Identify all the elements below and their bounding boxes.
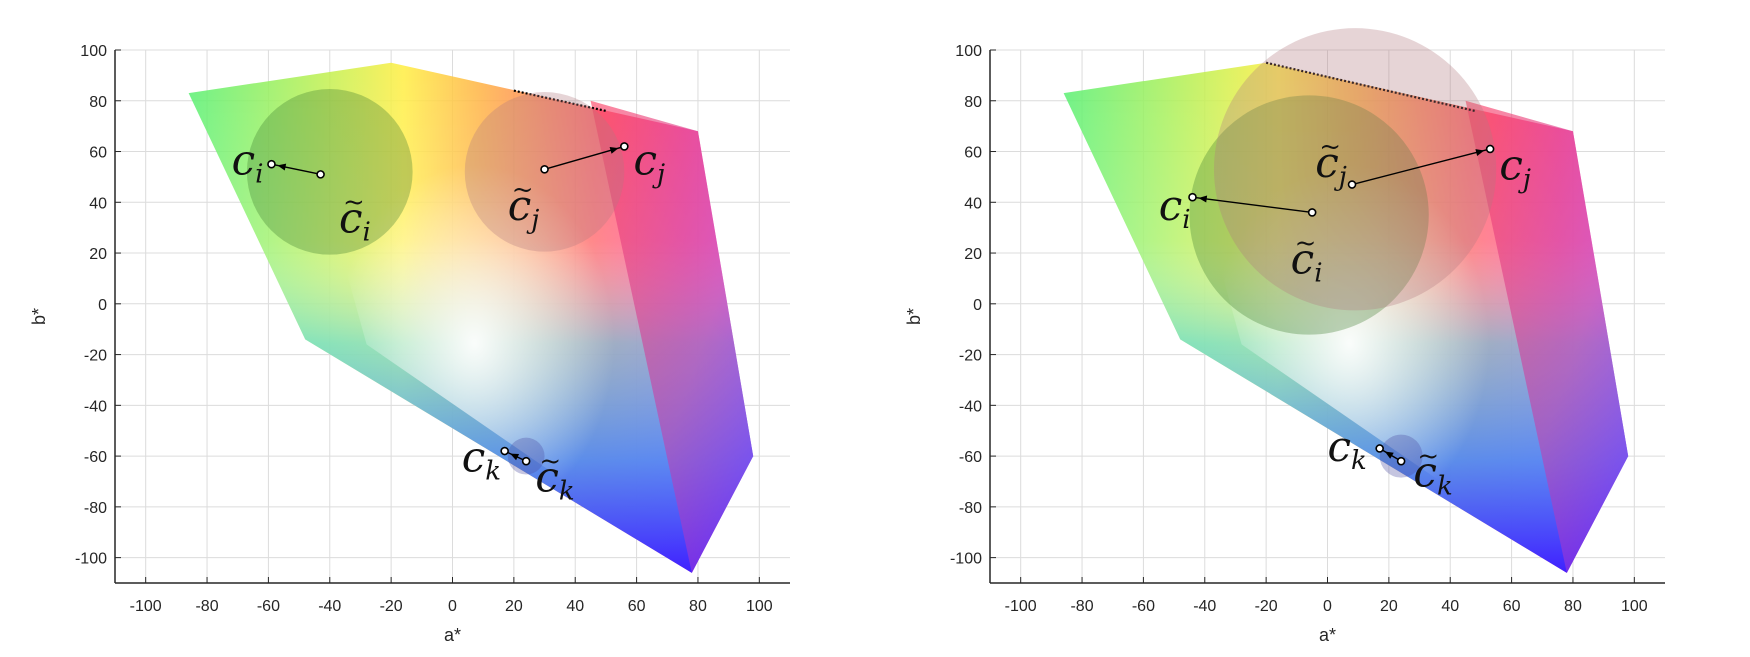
arrow-i [1192,196,1313,214]
label-tilde-c-tilde-i: ~ [1295,228,1317,258]
x-axis-label: a* [1319,625,1336,645]
y-tick-label: 100 [955,43,982,60]
uncertainty-circle-i [246,88,413,255]
y-tick-label: 100 [80,43,107,60]
y-axis-label: b* [904,308,924,325]
arrowhead-i [277,163,287,171]
arrowhead-i [1198,195,1208,203]
arrowhead-k [1384,451,1394,459]
x-axis-label: a* [444,625,461,645]
y-tick-label: 40 [964,195,982,212]
arrowhead-j [1475,149,1485,156]
point-start-j [540,164,549,174]
x-tick-label: 80 [689,598,707,615]
x-tick-label: -40 [318,598,341,615]
x-tick-label: -20 [1255,598,1278,615]
uncertainty-circle-j [1213,28,1497,311]
label-c-i: ci [232,135,264,189]
y-tick-label: -40 [959,398,982,415]
y-tick-label: 20 [89,246,107,263]
y-tick-label: -40 [84,398,107,415]
x-tick-label: -80 [1070,598,1093,615]
x-tick-label: 100 [746,598,773,615]
point-start-i [1307,208,1317,217]
y-axis-label: b* [29,308,49,325]
x-tick-label: 60 [628,598,646,615]
y-tick-label: -60 [84,449,107,466]
point-end-j [620,142,629,151]
gamut-inner [1174,62,1573,573]
x-tick-label: -60 [257,598,280,615]
y-tick-label: -100 [75,551,107,568]
y-tick-label: -20 [959,348,982,365]
y-tick-label: 40 [89,195,107,212]
point-start-k [521,456,531,466]
y-tick-label: 0 [973,297,982,314]
x-tick-label: 100 [1621,598,1648,615]
x-tick-label: 0 [448,598,457,615]
gamut-inner [299,62,698,573]
label-c-k: ck [462,432,501,486]
uncertainty-circle-k [1379,434,1423,478]
uncertainty-circle-k [507,437,545,475]
x-tick-label: -100 [1005,598,1037,615]
point-end-i [1188,192,1197,202]
y-tick-label: -100 [950,551,982,568]
label-c-tilde-j: cj [1315,138,1347,192]
y-tick-label: 80 [964,94,982,111]
label-c-tilde-k: ck [1413,448,1452,502]
point-start-k [1396,456,1406,466]
point-end-i [267,159,276,169]
x-tick-label: -60 [1132,598,1155,615]
gamut-side-facet [590,100,754,573]
point-start-i [316,170,325,179]
point-end-k [500,446,509,456]
label-tilde-c-tilde-k: ~ [539,447,561,477]
x-tick-label: 40 [566,598,584,615]
x-tick-label: 0 [1323,598,1332,615]
label-tilde-c-tilde-i: ~ [343,188,365,218]
x-tick-label: 80 [1564,598,1582,615]
y-tick-label: -20 [84,348,107,365]
label-tilde-c-tilde-j: ~ [1319,132,1341,162]
arrowhead-k [510,453,520,461]
label-c-j: cj [1499,140,1531,194]
y-tick-label: -60 [959,449,982,466]
label-c-tilde-i: ci [339,194,371,248]
y-tick-label: 60 [964,145,982,162]
gamut-side-facet [1465,100,1629,573]
x-tick-label: -20 [380,598,403,615]
y-tick-label: 80 [89,94,107,111]
label-tilde-c-tilde-j: ~ [512,175,534,205]
x-tick-label: -80 [195,598,218,615]
x-tick-label: 20 [505,598,523,615]
label-c-k: ck [1328,422,1367,476]
label-c-j: cj [634,135,666,189]
label-c-tilde-i: ci [1291,234,1323,288]
label-c-tilde-k: ck [535,453,574,507]
y-tick-label: 20 [964,246,982,263]
arrowhead-j [609,147,619,154]
x-tick-label: -100 [130,598,162,615]
y-tick-label: 0 [98,297,107,314]
point-end-k [1375,444,1384,453]
point-end-j [1485,144,1495,154]
x-tick-label: 40 [1441,598,1459,615]
label-c-i: ci [1159,181,1191,235]
label-tilde-c-tilde-k: ~ [1417,442,1439,472]
x-tick-label: 60 [1503,598,1521,615]
y-tick-label: -80 [959,500,982,517]
x-tick-label: 20 [1380,598,1398,615]
point-start-j [1347,180,1357,189]
label-c-tilde-j: cj [508,181,540,235]
arrow-j [1351,148,1491,186]
y-tick-label: 60 [89,145,107,162]
x-tick-label: -40 [1193,598,1216,615]
y-tick-label: -80 [84,500,107,517]
